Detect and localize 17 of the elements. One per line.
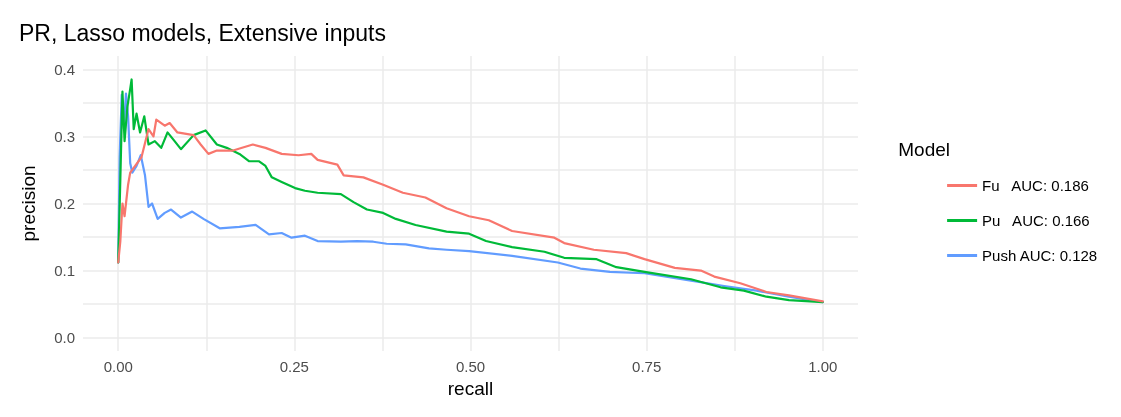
legend-label: Pu AUC: 0.166 xyxy=(982,212,1090,229)
y-tick-label: 0.4 xyxy=(54,60,75,78)
x-tick-label: 1.00 xyxy=(808,358,838,375)
y-tick-label: 0.2 xyxy=(54,195,75,212)
legend-label: Push AUC: 0.128 xyxy=(982,247,1098,264)
y-axis-title: precision xyxy=(18,165,39,242)
x-tick-label: 0.50 xyxy=(455,358,486,375)
chart-title: PR, Lasso models, Extensive inputs xyxy=(19,19,386,46)
y-tick-label: 0.3 xyxy=(54,127,75,145)
x-axis-title: recall xyxy=(447,378,494,399)
y-tick-label: 0.0 xyxy=(54,329,75,347)
legend-label: Fu AUC: 0.186 xyxy=(982,177,1089,194)
legend-title: Model xyxy=(898,139,950,160)
x-tick-label: 0.75 xyxy=(632,358,662,375)
x-tick-label: 0.00 xyxy=(103,358,133,375)
y-tick-label: 0.1 xyxy=(54,262,75,280)
x-tick-label: 0.25 xyxy=(279,358,309,375)
